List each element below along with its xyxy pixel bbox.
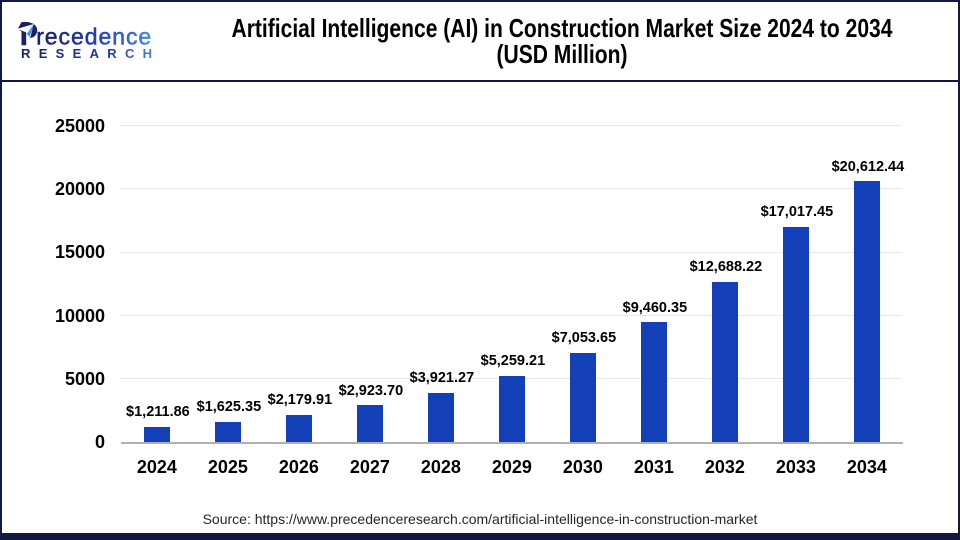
svg-text:RESEARCH: RESEARCH — [21, 46, 157, 60]
svg-text:recedence: recedence — [36, 24, 152, 50]
